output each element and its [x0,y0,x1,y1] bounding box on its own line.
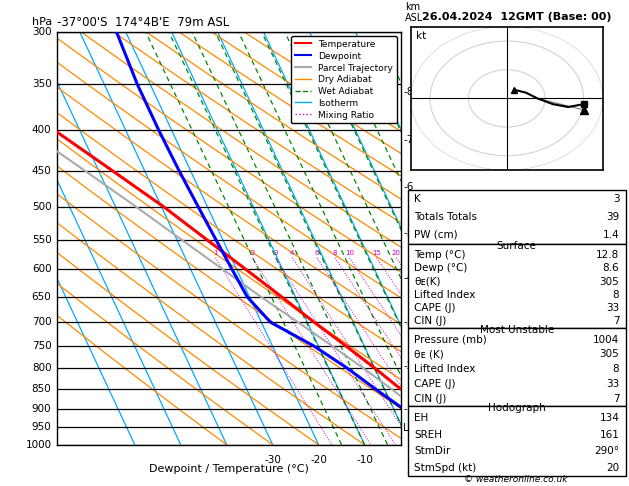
Text: 10: 10 [345,250,354,256]
Text: 0: 0 [407,455,414,465]
Text: CIN (J): CIN (J) [414,394,447,403]
Text: CAPE (J): CAPE (J) [414,303,455,313]
Text: 950: 950 [31,422,52,432]
Text: -30: -30 [264,455,281,465]
Text: © weatheronline.co.uk: © weatheronline.co.uk [464,474,567,484]
Bar [408,406,626,476]
Text: 1.4: 1.4 [603,230,620,240]
Text: 8.6: 8.6 [603,263,620,274]
Text: LCL: LCL [403,423,421,433]
Text: 305: 305 [599,349,620,360]
Text: 33: 33 [606,379,620,389]
Text: Lifted Index: Lifted Index [414,290,476,300]
Text: Pressure (mb): Pressure (mb) [414,335,487,345]
Text: CAPE (J): CAPE (J) [414,379,455,389]
Text: θᴇ (K): θᴇ (K) [414,349,444,360]
Text: Hodograph: Hodograph [488,403,545,413]
Text: 30: 30 [542,455,555,465]
Text: -6: -6 [403,182,413,192]
Text: 500: 500 [32,202,52,212]
Bar [408,243,626,328]
Text: 450: 450 [31,166,52,176]
Text: 600: 600 [32,264,52,275]
Text: 33: 33 [606,303,620,313]
Text: 8: 8 [333,250,337,256]
Text: kt: kt [416,31,426,41]
Text: StmSpd (kt): StmSpd (kt) [414,463,476,473]
Text: CIN (J): CIN (J) [414,316,447,326]
Text: 4: 4 [290,250,294,256]
Text: 20: 20 [392,250,401,256]
Text: 700: 700 [32,317,52,327]
Text: 26.04.2024  12GMT (Base: 00): 26.04.2024 12GMT (Base: 00) [422,12,611,22]
Text: 20: 20 [606,463,620,473]
Text: Lifted Index: Lifted Index [414,364,476,374]
Text: 650: 650 [31,292,52,302]
Text: 15: 15 [372,250,381,256]
Text: 850: 850 [31,384,52,394]
Text: 400: 400 [32,125,52,135]
Text: 134: 134 [599,414,620,423]
Text: EH: EH [414,414,428,423]
Text: -10: -10 [356,455,373,465]
Text: 12.8: 12.8 [596,250,620,260]
Text: -7: -7 [403,135,413,145]
X-axis label: Dewpoint / Temperature (°C): Dewpoint / Temperature (°C) [149,464,309,474]
Text: PW (cm): PW (cm) [414,230,458,240]
Text: Most Unstable: Most Unstable [479,325,554,335]
Text: -3: -3 [403,317,413,327]
Text: 1000: 1000 [25,440,52,450]
Text: -5: -5 [403,228,413,238]
Text: 800: 800 [32,363,52,373]
Text: -2: -2 [403,361,413,371]
Text: 6: 6 [314,250,320,256]
Text: 20: 20 [496,455,509,465]
Legend: Temperature, Dewpoint, Parcel Trajectory, Dry Adiabat, Wet Adiabat, Isotherm, Mi: Temperature, Dewpoint, Parcel Trajectory… [291,36,397,123]
Text: 750: 750 [31,341,52,351]
Text: 1004: 1004 [593,335,620,345]
Text: Totals Totals: Totals Totals [414,212,477,222]
Text: -37°00'S  174°4B'E  79m ASL: -37°00'S 174°4B'E 79m ASL [57,16,229,29]
Text: -20: -20 [310,455,327,465]
Text: StmDir: StmDir [414,447,450,456]
Text: 550: 550 [31,235,52,244]
Bar [408,328,626,406]
Text: K: K [414,194,421,204]
Text: SREH: SREH [414,430,442,440]
Text: 7: 7 [613,394,620,403]
Text: 3: 3 [613,194,620,204]
Text: 300: 300 [32,27,52,36]
Text: 1: 1 [213,250,218,256]
Text: 350: 350 [31,80,52,89]
Text: -8: -8 [403,87,413,97]
Text: 40: 40 [587,455,601,465]
Text: 290°: 290° [594,447,620,456]
Text: 3: 3 [273,250,278,256]
Text: Dewp (°C): Dewp (°C) [414,263,467,274]
Text: 2: 2 [250,250,255,256]
Text: 39: 39 [606,212,620,222]
Text: -1: -1 [403,403,413,414]
Text: 7: 7 [613,316,620,326]
Text: 8: 8 [613,364,620,374]
Text: Temp (°C): Temp (°C) [414,250,465,260]
Text: 10: 10 [450,455,463,465]
Text: 900: 900 [32,403,52,414]
Bar [408,190,626,243]
Text: 161: 161 [599,430,620,440]
Text: -4: -4 [403,273,413,283]
Text: 8: 8 [613,290,620,300]
Text: θᴇ(K): θᴇ(K) [414,277,441,287]
Text: km
ASL: km ASL [404,2,423,23]
Text: Surface: Surface [497,241,537,251]
Text: Mixing Ratio (g/kg): Mixing Ratio (g/kg) [422,192,432,284]
Text: hPa: hPa [33,17,53,27]
Text: 305: 305 [599,277,620,287]
